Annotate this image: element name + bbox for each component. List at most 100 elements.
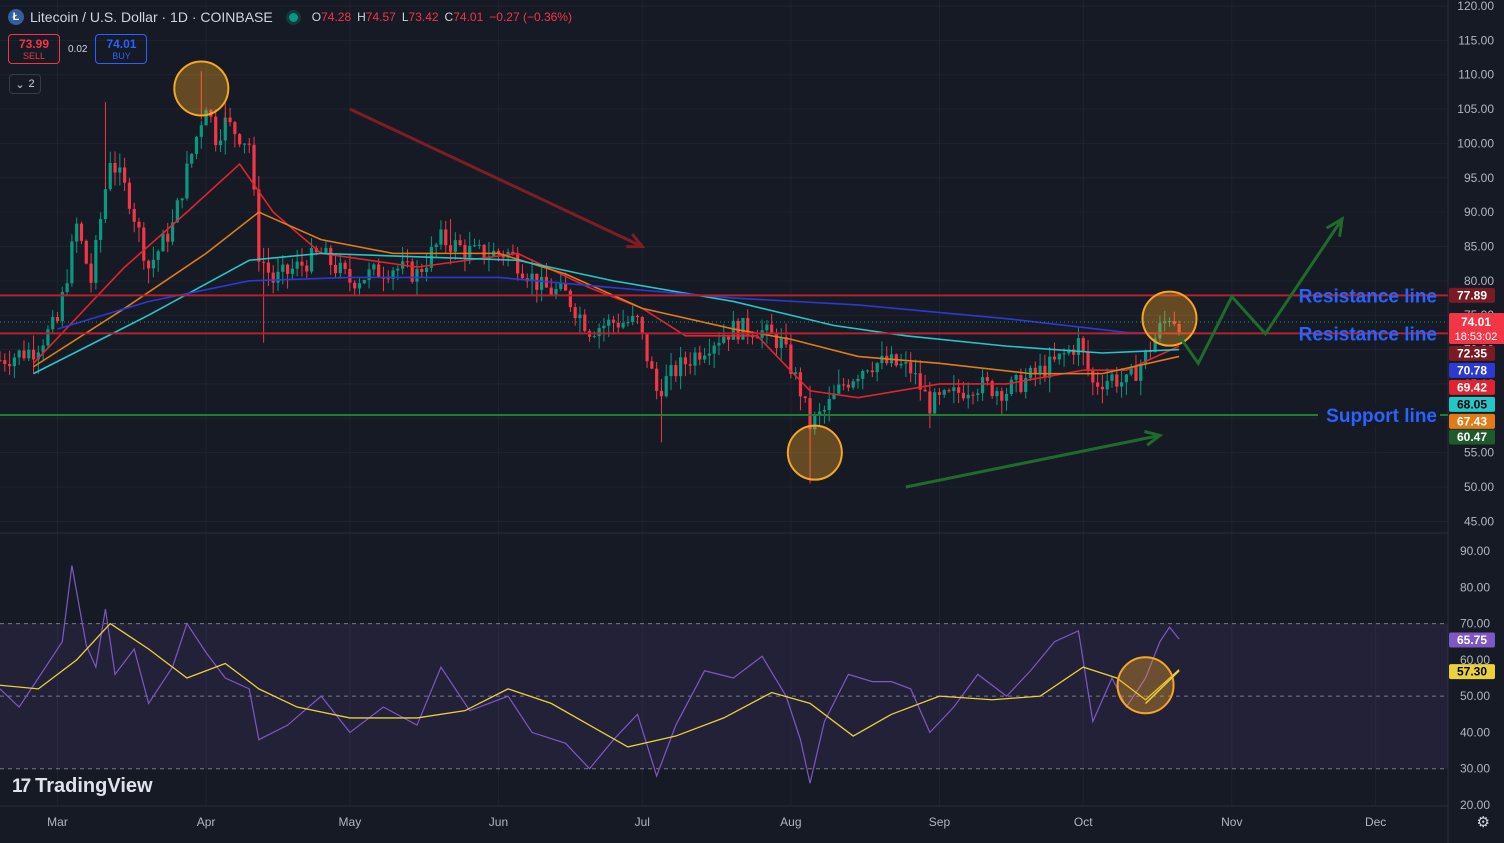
badge-rsi-ma: 57.30 bbox=[1457, 665, 1487, 679]
candle-body bbox=[563, 283, 568, 291]
rsi-ma-line bbox=[0, 622, 1180, 748]
buy-price: 74.01 bbox=[106, 37, 137, 51]
candle-body bbox=[1115, 374, 1119, 387]
candle-body bbox=[707, 353, 711, 356]
candle-body bbox=[765, 324, 769, 331]
candle-body bbox=[420, 269, 424, 273]
candle-body bbox=[674, 365, 678, 377]
ohlc-key-high: H bbox=[357, 10, 366, 24]
ohlc-key-low: L bbox=[401, 10, 409, 24]
candle-body bbox=[1009, 379, 1013, 394]
buy-button[interactable]: 74.01 BUY bbox=[95, 34, 148, 64]
gear-icon[interactable]: ⚙ bbox=[1476, 814, 1490, 831]
candle-body bbox=[918, 373, 922, 390]
candle-body bbox=[880, 355, 884, 364]
candle-body bbox=[856, 378, 860, 382]
candle-body bbox=[103, 189, 108, 220]
candle-body bbox=[1038, 365, 1042, 375]
time-tick-label: Mar bbox=[47, 815, 68, 829]
symbol-title[interactable]: Litecoin / U.S. Dollar · 1D · COINBASE bbox=[30, 9, 273, 25]
line-label-0: Resistance line bbox=[1299, 286, 1437, 307]
candle-body bbox=[971, 394, 975, 396]
ohlc-close: 74.01 bbox=[453, 10, 484, 24]
candle-body bbox=[271, 272, 275, 283]
candle-body bbox=[309, 248, 314, 272]
candle-body bbox=[233, 122, 237, 135]
badge-rsi-bg bbox=[1449, 632, 1495, 648]
candle-body bbox=[99, 219, 103, 240]
rsi-tick-label: 20.00 bbox=[1460, 798, 1490, 812]
tradingview-logo[interactable]: 17 TradingView bbox=[12, 775, 153, 798]
last-price-label: 74.01 bbox=[1461, 315, 1491, 329]
candle-body bbox=[386, 278, 390, 280]
candle-body bbox=[1076, 338, 1081, 355]
candle-body bbox=[1019, 374, 1023, 393]
candle-body bbox=[463, 245, 467, 258]
candle-body bbox=[540, 276, 544, 290]
candles bbox=[0, 71, 1181, 484]
candle-body bbox=[702, 355, 707, 360]
candle-body bbox=[266, 262, 271, 273]
litecoin-icon: Ł bbox=[8, 9, 24, 25]
candle-body bbox=[516, 254, 520, 274]
candle-body bbox=[549, 287, 553, 295]
candle-body bbox=[482, 244, 486, 260]
candle-body bbox=[846, 384, 850, 388]
candle-body bbox=[27, 349, 31, 359]
candle-body bbox=[1062, 353, 1066, 355]
candle-body bbox=[1172, 321, 1176, 324]
candle-body bbox=[1072, 349, 1076, 355]
candle-body bbox=[813, 414, 817, 430]
candle-body bbox=[127, 182, 132, 209]
trade-panel: 73.99 SELL 0.02 74.01 BUY bbox=[8, 34, 148, 64]
candle-body bbox=[961, 392, 966, 399]
candle-body bbox=[726, 336, 731, 340]
candle-body bbox=[1105, 380, 1109, 390]
candle-body bbox=[664, 376, 668, 397]
candle-body bbox=[444, 229, 448, 246]
candle-body bbox=[146, 260, 151, 269]
candle-body bbox=[937, 392, 942, 395]
candle-body bbox=[415, 269, 419, 282]
indicators-toggle[interactable]: ⌄ 2 bbox=[9, 74, 41, 94]
candle-body bbox=[794, 372, 798, 374]
rsi-trend-line bbox=[1145, 670, 1180, 704]
candle-body bbox=[65, 283, 69, 293]
candle-body bbox=[746, 317, 750, 335]
label-backdrop bbox=[1318, 404, 1440, 427]
candle-body bbox=[247, 143, 251, 145]
indicator-count: 2 bbox=[28, 78, 35, 90]
line-label-2: Support line bbox=[1326, 406, 1437, 427]
last-price-countdown: 18:53:02 bbox=[1455, 331, 1498, 343]
candle-body bbox=[60, 292, 64, 322]
candle-body bbox=[669, 365, 673, 377]
candle-body bbox=[242, 143, 247, 145]
candle-body bbox=[535, 273, 539, 290]
uptrend-arrow bbox=[905, 433, 1161, 489]
candle-body bbox=[1100, 386, 1105, 390]
sell-button[interactable]: 73.99 SELL bbox=[8, 34, 60, 64]
rsi-tick-label: 40.00 bbox=[1460, 725, 1490, 739]
candle-body bbox=[803, 396, 807, 399]
candle-body bbox=[257, 189, 261, 262]
time-tick-label: Dec bbox=[1365, 815, 1386, 829]
candle-body bbox=[928, 391, 932, 414]
candle-body bbox=[1024, 378, 1028, 393]
candle-body bbox=[1048, 356, 1052, 378]
candle-body bbox=[204, 110, 208, 126]
time-tick-label: Jul bbox=[635, 815, 650, 829]
badge-ma-orange: 67.43 bbox=[1457, 414, 1487, 428]
candle-body bbox=[118, 167, 122, 173]
spread-value: 0.02 bbox=[68, 43, 88, 55]
candle-body bbox=[645, 333, 649, 362]
candle-body bbox=[957, 387, 961, 393]
market-status-icon[interactable] bbox=[288, 12, 298, 22]
candle-body bbox=[592, 336, 596, 338]
badge-ma-teal: 68.05 bbox=[1457, 397, 1487, 411]
candle-body bbox=[472, 245, 477, 247]
candle-body bbox=[722, 336, 726, 343]
candle-body bbox=[865, 370, 870, 372]
badge-resistance-high-bg bbox=[1449, 287, 1495, 303]
rsi-tick-label: 70.00 bbox=[1460, 617, 1490, 631]
